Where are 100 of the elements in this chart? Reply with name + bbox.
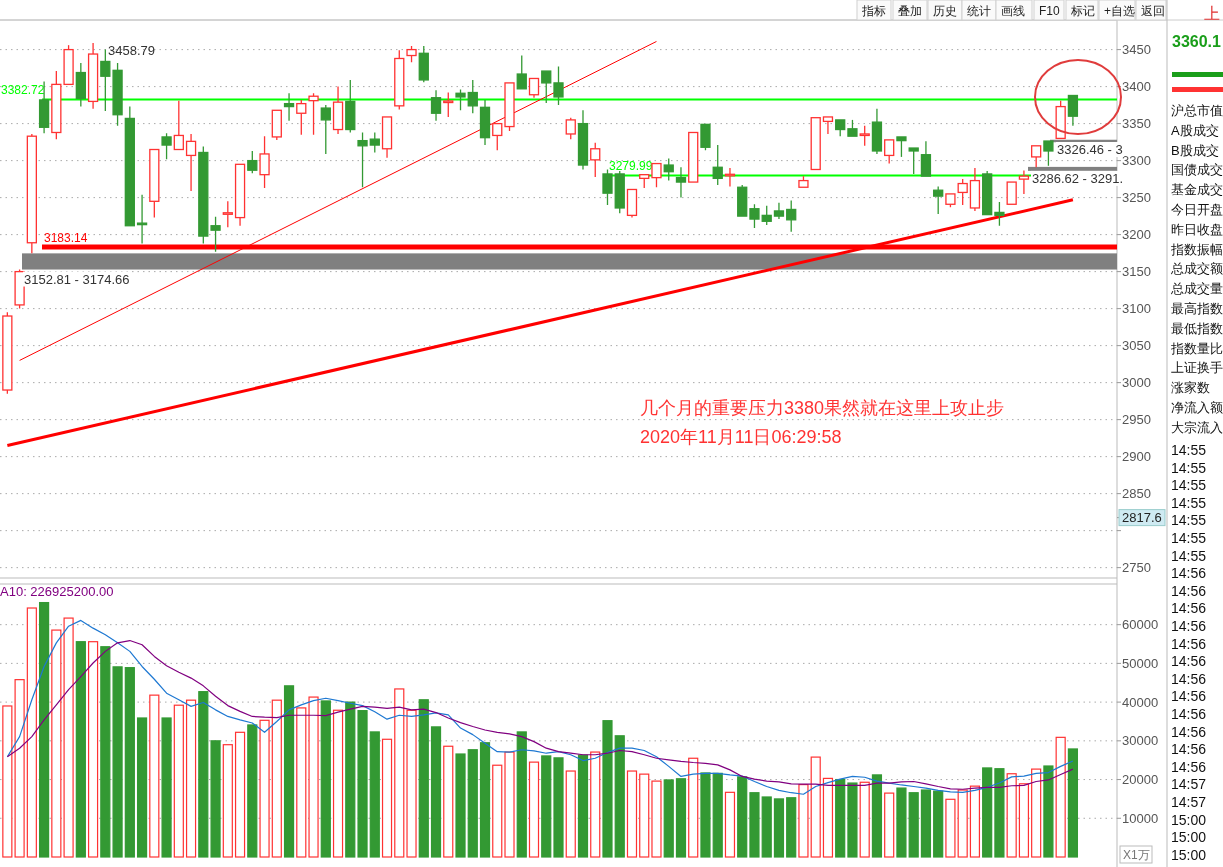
ref-line-label: 3183.14 <box>44 231 88 246</box>
bar <box>675 778 687 858</box>
candlestick <box>430 89 442 122</box>
bar <box>467 749 478 858</box>
bar <box>810 756 821 858</box>
text: 14:55 <box>1171 459 1207 476</box>
bar <box>332 709 344 858</box>
bar <box>185 699 197 858</box>
candlestick <box>675 166 687 199</box>
ref-line-label: 3279.99 <box>609 159 653 174</box>
bar <box>982 767 993 858</box>
candlestick <box>688 131 699 183</box>
bar <box>296 707 307 858</box>
text: 上 <box>1204 5 1220 22</box>
text: 14:57 <box>1171 794 1207 810</box>
bar <box>1006 773 1017 858</box>
text: A股成交 <box>1171 122 1219 138</box>
bar <box>112 666 123 858</box>
text: +自选 <box>1104 4 1136 18</box>
bar <box>259 719 270 858</box>
candlestick <box>173 100 184 151</box>
text: 指数量比 <box>1170 340 1223 356</box>
text: 14:56 <box>1171 635 1207 652</box>
text: 画线 <box>1001 4 1025 18</box>
candlestick <box>479 99 491 146</box>
bar <box>724 791 736 858</box>
candlestick <box>528 77 540 99</box>
candlestick <box>626 188 638 219</box>
bar <box>957 789 968 858</box>
y-tick-label: 2817.6 <box>1122 510 1162 526</box>
candlestick <box>920 140 932 177</box>
candlestick <box>908 147 919 175</box>
candlestick <box>822 116 834 135</box>
bar <box>737 776 748 858</box>
bar <box>1031 768 1042 858</box>
y-tick-label: 40000 <box>1122 694 1159 710</box>
y-tick-label: 2900 <box>1122 449 1151 465</box>
text: 最高指数 <box>1171 301 1223 316</box>
bar <box>51 629 62 858</box>
bar <box>455 753 466 858</box>
bar <box>798 783 809 858</box>
text: 返回 <box>1141 4 1165 18</box>
text: 14:56 <box>1171 670 1207 687</box>
bar <box>161 717 172 858</box>
bar <box>369 731 380 858</box>
bar <box>149 694 160 858</box>
bar <box>577 754 589 858</box>
text: 今日开盘 <box>1171 202 1223 217</box>
text: 国债成交 <box>1171 162 1223 178</box>
candlestick <box>1067 94 1079 127</box>
bar <box>626 770 638 858</box>
y-tick-label: 10000 <box>1122 810 1159 826</box>
bar <box>418 699 429 858</box>
text: 14:55 <box>1171 512 1207 529</box>
candlestick <box>786 199 797 233</box>
bar <box>565 770 576 858</box>
bar <box>1018 783 1030 858</box>
candlestick <box>994 201 1005 227</box>
candlestick <box>112 62 123 127</box>
bar <box>271 699 282 858</box>
text: 沪总市值 <box>1171 103 1223 118</box>
candlestick <box>1006 181 1017 205</box>
bar <box>1043 765 1054 858</box>
bar <box>2 705 13 858</box>
candlestick <box>308 92 319 136</box>
text: 最低指数 <box>1171 320 1223 336</box>
bar <box>651 780 662 858</box>
text: 14:56 <box>1171 688 1207 705</box>
bar <box>896 787 907 858</box>
bar <box>124 667 135 858</box>
bar <box>345 701 356 858</box>
bar <box>908 792 919 858</box>
bar <box>222 744 233 858</box>
bar <box>63 617 74 858</box>
text: A10: 226925200.00 <box>0 584 114 599</box>
candlestick <box>210 216 221 253</box>
candlestick <box>969 167 981 212</box>
candlestick <box>871 108 883 155</box>
text: 大宗流入 <box>1171 419 1223 435</box>
bar <box>492 764 503 858</box>
bar <box>773 798 785 858</box>
y-tick-label: 3000 <box>1122 375 1151 391</box>
candlestick <box>381 116 393 159</box>
candlestick <box>590 142 601 178</box>
text: 统计 <box>967 4 991 18</box>
text: 指数振幅 <box>1170 241 1223 257</box>
bar <box>528 761 540 858</box>
text: 14:56 <box>1171 653 1207 670</box>
candlestick <box>234 163 246 227</box>
candlestick <box>577 109 589 171</box>
bar <box>320 700 331 858</box>
bar <box>822 777 834 858</box>
candlestick <box>320 104 331 155</box>
text: 15:00 <box>1171 829 1207 846</box>
bar <box>639 773 650 858</box>
text: 历史 <box>933 4 957 18</box>
bar <box>614 735 625 858</box>
bar <box>430 726 442 858</box>
text: 3360.1 <box>1172 33 1222 50</box>
bar <box>406 709 417 858</box>
